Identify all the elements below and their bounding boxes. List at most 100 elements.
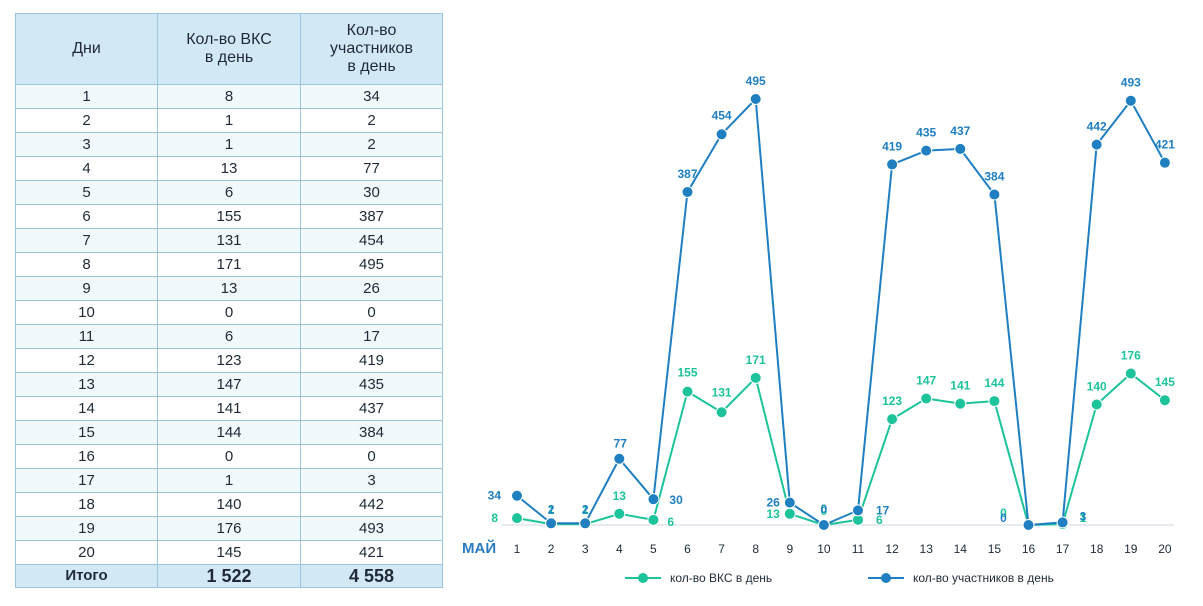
x-axis-title: МАЙ (462, 539, 496, 557)
cell-vks: 176 (157, 516, 301, 541)
data-label: 147 (916, 373, 936, 387)
cell-day: 6 (15, 204, 158, 229)
x-tick-label: 5 (650, 542, 657, 556)
cell-day: 10 (15, 300, 158, 325)
data-label: 13 (766, 507, 780, 521)
data-label: 435 (916, 126, 936, 140)
cell-day: 9 (15, 276, 158, 301)
data-point (749, 93, 762, 105)
cell-participants: 495 (300, 252, 443, 277)
header-participants-line: в день (347, 58, 396, 75)
data-label: 0 (1000, 511, 1007, 525)
cell-day: 20 (15, 540, 158, 565)
table-row: 15 144 384 (15, 420, 443, 445)
cell-participants: 437 (300, 396, 443, 421)
data-label: 176 (1121, 349, 1141, 363)
data-label: 26 (766, 496, 780, 510)
cell-participants: 419 (300, 348, 443, 373)
data-point (1056, 516, 1069, 529)
header-vks: Кол-во ВКС в день (157, 13, 301, 85)
data-point (1090, 398, 1103, 411)
data-label: 155 (677, 366, 697, 380)
cell-participants: 34 (300, 84, 443, 109)
cell-vks: 6 (157, 180, 301, 205)
data-label: 493 (1121, 76, 1141, 90)
data-label: 437 (950, 124, 970, 138)
data-point (852, 504, 864, 517)
data-label: 8 (491, 511, 498, 525)
cell-vks: 131 (157, 228, 301, 253)
cell-day: 11 (15, 324, 158, 349)
data-label: 34 (488, 489, 502, 503)
cell-vks: 123 (157, 348, 301, 373)
cell-participants: 30 (300, 180, 443, 205)
data-label: 2 (548, 502, 555, 516)
table-row: 6 155 387 (15, 204, 443, 229)
cell-day: 2 (15, 108, 158, 133)
cell-vks: 141 (157, 396, 301, 421)
x-tick-label: 13 (920, 542, 934, 556)
cell-vks: 144 (157, 420, 301, 445)
data-point (954, 142, 967, 155)
data-label: 77 (614, 437, 628, 451)
x-tick-label: 11 (852, 542, 865, 556)
table-row: 16 0 0 (15, 444, 443, 469)
data-label: 17 (876, 503, 890, 517)
total-participants: 4 558 (300, 564, 443, 588)
table-row: 10 0 0 (15, 300, 443, 325)
data-label: 384 (984, 170, 1004, 184)
data-label: 0 (1000, 506, 1007, 520)
header-vks-line: в день (204, 49, 254, 66)
data-label: 419 (882, 139, 902, 153)
table-row: 13 147 435 (15, 372, 443, 397)
cell-vks: 13 (157, 156, 301, 181)
data-point (749, 371, 762, 384)
table-row: 11 6 17 (15, 324, 443, 349)
cell-day: 7 (15, 228, 158, 253)
data-label: 171 (746, 353, 766, 367)
table-body: 1 8 34 2 1 2 3 1 2 4 13 77 5 6 30 6 155 387 7 131 454 8 171 495… (15, 84, 443, 565)
data-label: 495 (746, 74, 766, 88)
cell-participants: 421 (300, 540, 443, 565)
cell-day: 8 (15, 252, 158, 277)
data-label: 144 (984, 376, 1004, 390)
data-table: Дни Кол-во ВКС в день Кол-во участников … (15, 13, 443, 588)
cell-participants: 435 (300, 372, 443, 397)
cell-participants: 454 (300, 228, 443, 253)
data-label: 1 (582, 503, 589, 517)
data-label: 6 (876, 513, 883, 527)
data-point (1158, 156, 1171, 169)
x-tick-label: 15 (988, 542, 1002, 556)
cell-vks: 155 (157, 204, 301, 229)
x-tick-label: 7 (718, 542, 725, 556)
cell-day: 19 (15, 516, 158, 541)
cell-participants: 384 (300, 420, 443, 445)
x-tick-label: 17 (1056, 542, 1070, 556)
x-tick-label: 19 (1124, 542, 1138, 556)
data-point (783, 507, 796, 520)
table-row: 4 13 77 (15, 156, 443, 181)
table-row: 14 141 437 (15, 396, 443, 421)
x-tick-label: 1 (514, 542, 521, 556)
data-point (681, 185, 694, 198)
cell-participants: 493 (300, 516, 443, 541)
x-tick-label: 9 (786, 542, 793, 556)
cell-participants: 17 (300, 324, 443, 349)
x-tick-label: 2 (548, 542, 555, 556)
data-point (1158, 394, 1171, 407)
table-header-row: Дни Кол-во ВКС в день Кол-во участников … (15, 13, 443, 85)
data-point (579, 517, 592, 530)
data-point (545, 517, 558, 530)
cell-day: 18 (15, 492, 158, 517)
data-point (1090, 138, 1103, 151)
data-label: 6 (667, 515, 674, 529)
cell-day: 4 (15, 156, 158, 181)
cell-day: 13 (15, 372, 158, 397)
header-participants-line: Кол-во (346, 22, 397, 39)
cell-vks: 1 (157, 132, 301, 157)
data-point (613, 507, 626, 520)
cell-day: 5 (15, 180, 158, 205)
data-label: 387 (677, 167, 697, 181)
cell-participants: 2 (300, 132, 443, 157)
